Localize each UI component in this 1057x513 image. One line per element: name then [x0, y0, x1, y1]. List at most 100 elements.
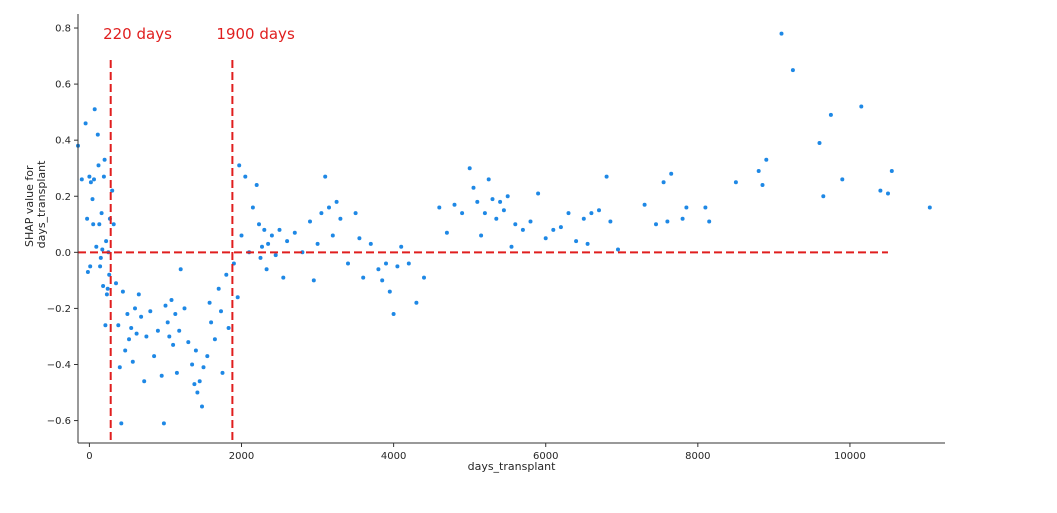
data-point — [501, 208, 506, 213]
data-point — [387, 289, 392, 294]
annotation-label: 220 days — [103, 25, 172, 43]
data-point — [195, 390, 200, 395]
data-point — [103, 323, 108, 328]
data-point — [87, 174, 92, 179]
data-point — [97, 222, 102, 227]
data-point — [161, 421, 166, 426]
y-tick-label: −0.6 — [47, 416, 71, 427]
data-point — [292, 230, 297, 235]
x-tick-label: 6000 — [533, 451, 558, 462]
data-point — [486, 177, 491, 182]
data-point — [207, 300, 212, 305]
data-point — [422, 275, 426, 280]
data-point — [264, 267, 269, 272]
data-point — [139, 314, 144, 319]
data-point — [125, 312, 130, 316]
data-point — [90, 197, 95, 202]
scatter-points — [76, 31, 932, 426]
x-tick-label: 0 — [86, 451, 92, 462]
data-point — [224, 272, 229, 277]
data-point — [536, 191, 541, 196]
data-point — [190, 362, 195, 367]
data-point — [479, 233, 484, 238]
data-point — [98, 255, 103, 260]
data-point — [219, 309, 223, 314]
y-axis-label-line-2: days_transplant — [35, 160, 48, 248]
data-point — [99, 211, 104, 216]
data-point — [277, 227, 282, 232]
data-point — [376, 267, 381, 272]
data-point — [551, 227, 556, 232]
data-point — [859, 104, 864, 109]
data-point — [127, 337, 131, 342]
data-point — [216, 286, 221, 291]
data-point — [281, 275, 286, 280]
data-point — [760, 183, 765, 187]
data-point — [117, 365, 122, 370]
y-ticks: 0.8 0.6 0.4 0.2 0.0 −0.2 −0.4 −0.6 — [47, 24, 78, 427]
x-tick-label: 10000 — [834, 451, 866, 462]
data-point — [116, 323, 121, 328]
data-point — [193, 348, 198, 353]
data-point — [498, 199, 503, 204]
data-point — [205, 354, 210, 359]
data-point — [104, 239, 109, 244]
data-point — [209, 320, 214, 325]
data-point — [353, 211, 358, 216]
data-point — [98, 264, 103, 269]
x-ticks: 0 2000 4000 6000 8000 10000 — [86, 443, 866, 462]
data-point — [257, 222, 261, 227]
data-point — [101, 174, 106, 179]
x-tick-label: 2000 — [229, 451, 254, 462]
data-point — [346, 261, 350, 266]
y-axis-label: SHAP value for days_transplant — [23, 160, 48, 248]
x-tick-label: 4000 — [381, 451, 406, 462]
data-point — [414, 300, 419, 305]
data-point — [269, 233, 274, 238]
data-point — [661, 180, 666, 185]
data-point — [475, 199, 480, 204]
data-point — [368, 241, 373, 246]
data-point — [574, 239, 579, 244]
data-point — [165, 320, 170, 325]
data-point — [119, 421, 124, 426]
data-point — [144, 334, 149, 339]
data-point — [152, 354, 157, 359]
data-point — [250, 205, 255, 210]
data-point — [129, 326, 134, 330]
data-point — [88, 180, 93, 185]
data-point — [604, 174, 609, 179]
data-point — [817, 141, 822, 145]
data-point — [260, 244, 264, 249]
data-point — [92, 177, 96, 182]
data-point — [100, 247, 105, 252]
data-point — [323, 174, 328, 179]
y-tick-label: 0.8 — [55, 24, 71, 35]
data-point — [315, 241, 320, 246]
data-point — [505, 194, 510, 199]
data-point — [148, 309, 153, 314]
data-point — [608, 219, 613, 224]
data-point — [94, 244, 99, 249]
data-point — [105, 286, 110, 291]
data-point — [91, 222, 96, 227]
data-point — [186, 340, 191, 345]
y-tick-label: 0.6 — [55, 80, 71, 91]
data-point — [597, 208, 601, 213]
data-point — [684, 205, 689, 210]
data-point — [266, 241, 271, 246]
data-point — [509, 244, 514, 249]
data-point — [88, 264, 93, 269]
y-tick-label: 0.0 — [55, 248, 71, 259]
data-point — [133, 306, 137, 311]
data-point — [159, 373, 164, 378]
data-point — [285, 239, 290, 244]
data-point — [155, 328, 160, 333]
data-point — [327, 205, 331, 210]
data-point — [790, 68, 795, 73]
data-point — [821, 194, 826, 199]
data-point — [167, 334, 172, 339]
data-point — [589, 211, 594, 216]
x-axis-label: days_transplant — [468, 460, 556, 473]
data-point — [237, 163, 242, 168]
